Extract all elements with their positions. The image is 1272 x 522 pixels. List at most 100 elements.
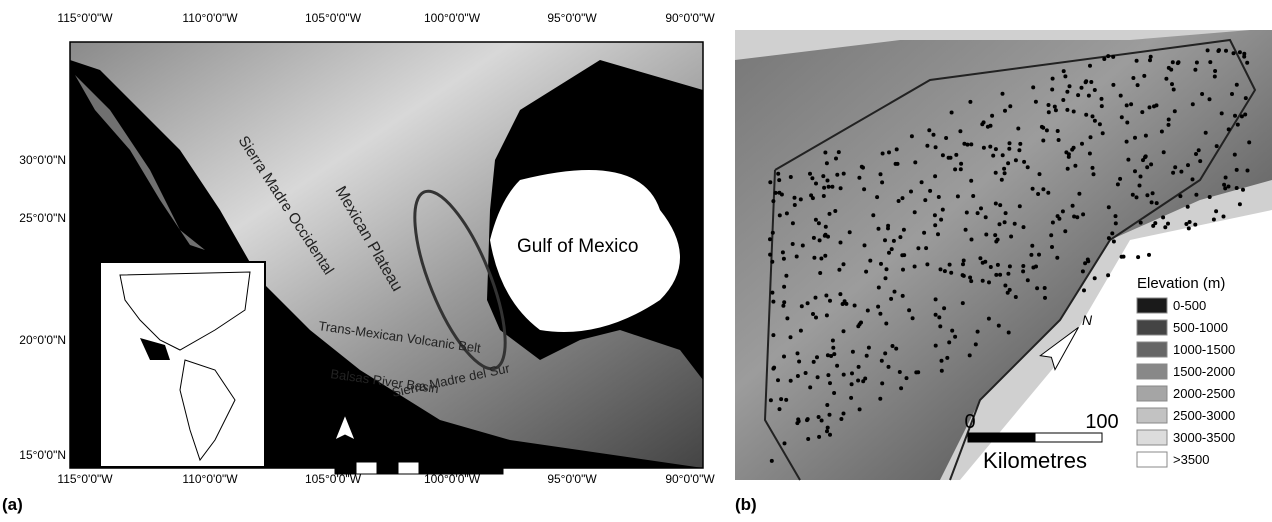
sample-point [808, 385, 812, 389]
left-tick-label: 30°0'0"N [19, 153, 66, 167]
sample-point [1098, 122, 1102, 126]
sample-point [1080, 86, 1084, 90]
sample-point [897, 199, 901, 203]
sample-point [1102, 57, 1106, 61]
sample-point [851, 350, 855, 354]
legend-swatch [1137, 298, 1167, 313]
sample-point [880, 359, 884, 363]
sample-point [1160, 130, 1164, 134]
sample-point [796, 374, 800, 378]
sample-point [812, 236, 816, 240]
sample-point [878, 312, 882, 316]
sample-point [1169, 68, 1173, 72]
sample-point [1003, 109, 1007, 113]
sample-point [1145, 165, 1149, 169]
sample-point [1047, 110, 1051, 114]
sample-point [1054, 108, 1058, 112]
sample-point [1008, 264, 1012, 268]
bottom-tick-label: 95°0'0"W [547, 472, 597, 486]
sample-point [885, 267, 889, 271]
sample-point [939, 267, 943, 271]
sample-point [782, 355, 786, 359]
sample-point [799, 197, 803, 201]
sample-point [1213, 75, 1217, 79]
sample-point [867, 346, 871, 350]
bottom-tick-label: 115°0'0"W [57, 472, 113, 486]
sample-point [1101, 131, 1105, 135]
sample-point [989, 265, 993, 269]
sample-point [1138, 184, 1142, 188]
sample-point [942, 306, 946, 310]
legend-swatch [1137, 386, 1167, 401]
sample-point [901, 294, 905, 298]
sample-point [1111, 83, 1115, 87]
sample-point [940, 359, 944, 363]
sample-point [1081, 212, 1085, 216]
sample-point [1057, 138, 1061, 142]
sample-point [997, 324, 1001, 328]
sample-point [1106, 54, 1110, 58]
sample-point [1149, 55, 1153, 59]
sample-point [934, 313, 938, 317]
sample-point [1136, 255, 1140, 259]
sample-point [987, 317, 991, 321]
sample-point [1022, 225, 1026, 229]
sample-point [1232, 51, 1236, 55]
sample-point [816, 375, 820, 379]
sample-point [925, 144, 929, 148]
sample-point [1247, 140, 1251, 144]
sample-point [936, 232, 940, 236]
sample-point [1080, 142, 1084, 146]
scale-segment [377, 462, 398, 474]
sample-point [1021, 264, 1025, 268]
sample-point [911, 316, 915, 320]
sample-point [943, 269, 947, 273]
sample-point [1147, 253, 1151, 257]
sample-point [879, 172, 883, 176]
sample-point [883, 351, 887, 355]
sample-point [890, 247, 894, 251]
sample-point [784, 398, 788, 402]
sample-point [998, 273, 1002, 277]
top-tick-label: 90°0'0"W [665, 11, 715, 25]
sample-point [771, 199, 775, 203]
sample-point [1008, 141, 1012, 145]
sample-point [835, 364, 839, 368]
sample-point [1176, 61, 1180, 65]
sample-point [834, 157, 838, 161]
sample-point [937, 315, 941, 319]
sample-point [1043, 286, 1047, 290]
sample-point [866, 309, 870, 313]
sample-point [968, 100, 972, 104]
sample-point [835, 173, 839, 177]
legend-label: 2000-2500 [1173, 386, 1235, 401]
sample-point [1151, 191, 1155, 195]
sample-point [824, 225, 828, 229]
sample-point [830, 185, 834, 189]
sample-point [1089, 80, 1093, 84]
sample-point [980, 122, 984, 126]
sample-point [1045, 128, 1049, 132]
sample-point [905, 376, 909, 380]
sample-point [1144, 134, 1148, 138]
sample-point [793, 196, 797, 200]
sample-point [1100, 104, 1104, 108]
sample-point [1086, 259, 1090, 263]
sample-point [1179, 170, 1183, 174]
sample-point [1063, 229, 1067, 233]
sample-point [848, 230, 852, 234]
sample-point [1139, 221, 1143, 225]
sample-point [953, 335, 957, 339]
sample-point [976, 211, 980, 215]
sample-point [1133, 169, 1137, 173]
sample-point [1233, 153, 1237, 157]
sample-point [849, 396, 853, 400]
scale-unit: Kilometres [983, 448, 1087, 473]
legend-swatch [1137, 408, 1167, 423]
sample-point [994, 147, 998, 151]
sample-point [1193, 68, 1197, 72]
sample-point [825, 429, 829, 433]
sample-point [1171, 171, 1175, 175]
sample-point [768, 237, 772, 241]
sample-point [887, 150, 891, 154]
